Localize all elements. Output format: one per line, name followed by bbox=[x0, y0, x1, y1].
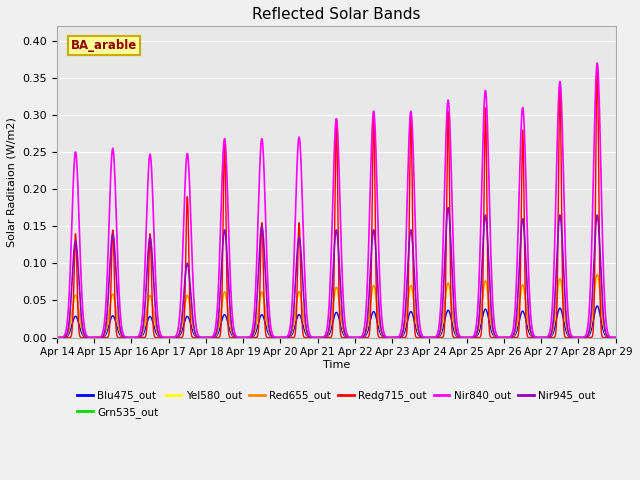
Nir945_out bbox=[165, 335, 173, 340]
Redg715_out bbox=[292, 329, 300, 335]
Nir945_out bbox=[292, 276, 300, 282]
Nir945_out bbox=[612, 335, 620, 340]
Nir945_out bbox=[117, 328, 125, 334]
Redg715_out bbox=[541, 335, 548, 340]
X-axis label: Time: Time bbox=[323, 360, 350, 370]
Redg715_out bbox=[612, 335, 620, 340]
Yel580_out bbox=[53, 335, 61, 340]
Line: Nir840_out: Nir840_out bbox=[57, 63, 616, 337]
Blu475_out bbox=[541, 335, 548, 340]
Grn535_out bbox=[541, 335, 548, 340]
Blu475_out bbox=[268, 334, 275, 340]
Legend: Blu475_out, Grn535_out, Yel580_out, Red655_out, Redg715_out, Nir840_out, Nir945_: Blu475_out, Grn535_out, Yel580_out, Red6… bbox=[73, 386, 600, 422]
Red655_out bbox=[150, 312, 158, 318]
Yel580_out bbox=[117, 331, 125, 337]
Grn535_out bbox=[593, 273, 601, 279]
Red655_out bbox=[292, 306, 300, 312]
Red655_out bbox=[268, 334, 275, 339]
Grn535_out bbox=[117, 331, 125, 337]
Line: Red655_out: Red655_out bbox=[57, 275, 616, 337]
Yel580_out bbox=[541, 335, 548, 340]
Redg715_out bbox=[53, 335, 61, 340]
Nir945_out bbox=[268, 333, 275, 339]
Red655_out bbox=[593, 272, 601, 277]
Yel580_out bbox=[612, 335, 620, 340]
Line: Redg715_out: Redg715_out bbox=[57, 63, 616, 337]
Nir840_out bbox=[117, 315, 125, 321]
Nir945_out bbox=[150, 283, 157, 288]
Red655_out bbox=[117, 331, 125, 337]
Grn535_out bbox=[127, 335, 135, 340]
Grn535_out bbox=[602, 330, 609, 336]
Nir840_out bbox=[127, 335, 135, 340]
Nir840_out bbox=[541, 335, 548, 340]
Redg715_out bbox=[268, 335, 275, 340]
Nir840_out bbox=[612, 335, 620, 340]
Title: Reflected Solar Bands: Reflected Solar Bands bbox=[252, 7, 420, 22]
Yel580_out bbox=[150, 313, 158, 319]
Blu475_out bbox=[150, 324, 158, 329]
Blu475_out bbox=[612, 335, 620, 340]
Red655_out bbox=[127, 335, 135, 340]
Redg715_out bbox=[150, 331, 157, 336]
Line: Nir945_out: Nir945_out bbox=[57, 208, 616, 337]
Grn535_out bbox=[612, 335, 620, 340]
Blu475_out bbox=[292, 320, 300, 326]
Blu475_out bbox=[127, 335, 135, 340]
Nir840_out bbox=[268, 328, 275, 334]
Blu475_out bbox=[593, 303, 601, 309]
Nir945_out bbox=[541, 335, 548, 340]
Nir840_out bbox=[150, 232, 158, 238]
Y-axis label: Solar Raditaion (W/m2): Solar Raditaion (W/m2) bbox=[7, 117, 17, 247]
Text: BA_arable: BA_arable bbox=[71, 39, 137, 52]
Line: Yel580_out: Yel580_out bbox=[57, 277, 616, 337]
Redg715_out bbox=[117, 335, 125, 340]
Red655_out bbox=[541, 335, 548, 340]
Grn535_out bbox=[268, 334, 275, 339]
Blu475_out bbox=[117, 333, 125, 339]
Nir840_out bbox=[602, 307, 609, 312]
Line: Blu475_out: Blu475_out bbox=[57, 306, 616, 337]
Nir840_out bbox=[292, 204, 300, 210]
Blu475_out bbox=[53, 335, 61, 340]
Yel580_out bbox=[593, 274, 601, 280]
Nir840_out bbox=[53, 335, 61, 340]
Nir945_out bbox=[602, 327, 609, 333]
Grn535_out bbox=[292, 307, 300, 312]
Grn535_out bbox=[150, 313, 158, 319]
Red655_out bbox=[602, 330, 609, 336]
Yel580_out bbox=[127, 335, 135, 340]
Yel580_out bbox=[292, 307, 300, 313]
Blu475_out bbox=[602, 332, 609, 338]
Redg715_out bbox=[601, 335, 609, 340]
Nir840_out bbox=[593, 60, 601, 66]
Red655_out bbox=[612, 335, 620, 340]
Yel580_out bbox=[602, 330, 609, 336]
Redg715_out bbox=[593, 60, 601, 66]
Grn535_out bbox=[53, 335, 61, 340]
Yel580_out bbox=[268, 334, 275, 339]
Nir945_out bbox=[53, 335, 61, 340]
Red655_out bbox=[53, 335, 61, 340]
Line: Grn535_out: Grn535_out bbox=[57, 276, 616, 337]
Nir945_out bbox=[444, 205, 452, 211]
